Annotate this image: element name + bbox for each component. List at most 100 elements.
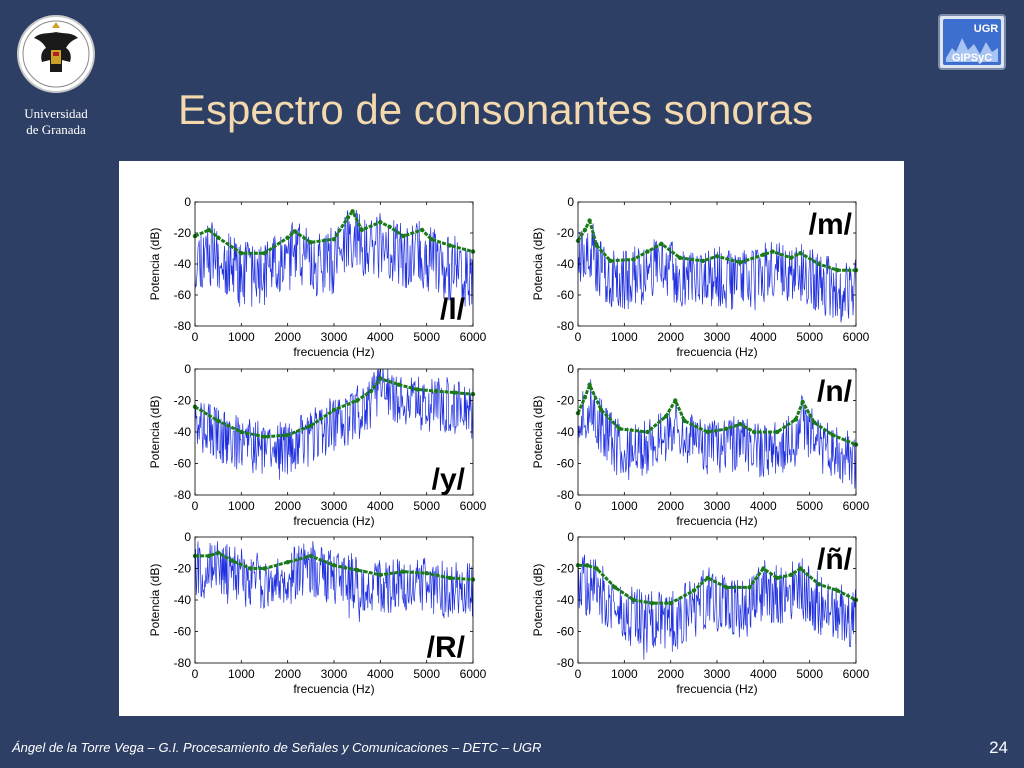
x-tick-label: 0 bbox=[575, 330, 582, 344]
y-tick-label: -40 bbox=[174, 257, 192, 271]
envelope-point bbox=[262, 250, 267, 256]
envelope-point bbox=[419, 227, 425, 233]
y-tick-label: -80 bbox=[557, 656, 575, 670]
envelope-point bbox=[663, 414, 669, 419]
university-line-1: Universidad bbox=[24, 106, 88, 121]
x-axis-label: frecuencia (Hz) bbox=[676, 345, 757, 359]
envelope-point bbox=[396, 382, 402, 387]
envelope-point bbox=[830, 432, 836, 438]
envelope-point bbox=[585, 563, 590, 568]
x-tick-label: 6000 bbox=[843, 499, 870, 513]
envelope-point bbox=[206, 227, 212, 233]
spectrum-panel-3: 0 1000 2000 3000 4000 5000 6000 0 -20 -40 -60 -80 fr… bbox=[148, 362, 487, 528]
university-line-2: de Granada bbox=[26, 122, 86, 137]
x-axis-label: frecuencia (Hz) bbox=[293, 514, 374, 528]
gipsyc-logo-bottom-text: GIPSyC bbox=[952, 52, 992, 64]
x-tick-label: 6000 bbox=[460, 330, 487, 344]
envelope-point bbox=[682, 418, 687, 424]
envelope-point bbox=[714, 254, 720, 259]
envelope-point bbox=[835, 588, 840, 593]
y-tick-label: -20 bbox=[557, 562, 575, 576]
x-tick-label: 1000 bbox=[228, 330, 255, 344]
envelope-point bbox=[248, 566, 253, 571]
envelope-point bbox=[700, 258, 706, 264]
y-tick-label: -80 bbox=[557, 319, 575, 333]
footer-credits: Ángel de la Torre Vega – G.I. Procesamie… bbox=[12, 740, 542, 755]
envelope-trace bbox=[578, 563, 856, 605]
envelope-point bbox=[452, 390, 457, 395]
envelope-point bbox=[401, 569, 406, 574]
y-tick-label: -60 bbox=[557, 625, 575, 639]
envelope-point bbox=[215, 550, 221, 555]
slide-title: Espectro de consonantes sonoras bbox=[178, 86, 814, 133]
envelope-point bbox=[378, 376, 383, 381]
y-tick-label: -60 bbox=[174, 288, 192, 302]
x-tick-label: 4000 bbox=[367, 667, 394, 681]
envelope-point bbox=[788, 255, 794, 260]
y-axis-label: Potencia (dB) bbox=[531, 564, 545, 637]
envelope-point bbox=[378, 572, 383, 577]
envelope-point bbox=[691, 588, 697, 593]
x-tick-label: 1000 bbox=[611, 499, 638, 513]
x-tick-label: 2000 bbox=[657, 330, 684, 344]
x-tick-label: 4000 bbox=[750, 499, 777, 513]
spectrum-trace bbox=[195, 541, 473, 622]
envelope-point bbox=[631, 257, 636, 262]
spectrum-trace bbox=[195, 209, 473, 307]
envelope-point bbox=[415, 387, 420, 392]
envelope-point bbox=[447, 243, 453, 248]
envelope-point bbox=[447, 575, 453, 581]
envelope-point bbox=[308, 240, 314, 245]
envelope-point bbox=[285, 432, 290, 438]
envelope-point bbox=[308, 423, 314, 428]
x-tick-label: 4000 bbox=[367, 499, 394, 513]
envelope-point bbox=[262, 566, 267, 571]
envelope-point bbox=[612, 585, 618, 590]
x-tick-label: 3000 bbox=[704, 330, 731, 344]
envelope-point bbox=[761, 252, 766, 257]
envelope-point bbox=[737, 421, 743, 427]
envelope-point bbox=[354, 567, 360, 573]
x-axis-label: frecuencia (Hz) bbox=[676, 514, 757, 528]
y-tick-label: -40 bbox=[174, 593, 192, 607]
envelope-point bbox=[705, 429, 710, 435]
envelope-point bbox=[308, 553, 314, 559]
x-tick-label: 0 bbox=[575, 499, 582, 513]
spectrum-panel-4: 0 1000 2000 3000 4000 5000 6000 0 -20 -40 -60 -80 fr… bbox=[531, 362, 870, 528]
spectra-figure: 0 1000 2000 3000 4000 5000 6000 0 -20 -40 -60 -80 fr… bbox=[119, 161, 904, 716]
envelope-point bbox=[798, 250, 803, 256]
envelope-point bbox=[292, 229, 297, 234]
x-tick-label: 0 bbox=[192, 330, 199, 344]
consonant-label: /R/ bbox=[427, 631, 466, 664]
envelope-point bbox=[215, 418, 221, 424]
x-tick-label: 3000 bbox=[321, 499, 348, 513]
envelope-point bbox=[724, 585, 729, 590]
consonant-label: /m/ bbox=[809, 208, 853, 241]
envelope-point bbox=[798, 566, 803, 571]
x-tick-label: 1000 bbox=[228, 667, 255, 681]
envelope-point bbox=[770, 249, 775, 254]
y-tick-label: -40 bbox=[557, 425, 575, 439]
gipsyc-logo-top-text: UGR bbox=[974, 23, 999, 35]
y-tick-label: -80 bbox=[174, 319, 192, 333]
envelope-point bbox=[331, 237, 337, 242]
envelope-point bbox=[433, 388, 439, 394]
x-tick-label: 5000 bbox=[413, 667, 440, 681]
envelope-point bbox=[594, 566, 599, 571]
envelope-point bbox=[229, 558, 235, 563]
envelope-point bbox=[835, 268, 840, 273]
y-tick-label: 0 bbox=[567, 530, 574, 544]
x-tick-label: 5000 bbox=[413, 330, 440, 344]
x-axis-label: frecuencia (Hz) bbox=[676, 682, 757, 696]
envelope-point bbox=[645, 249, 650, 254]
y-tick-label: -80 bbox=[174, 656, 192, 670]
consonant-label: /y/ bbox=[432, 463, 466, 496]
x-tick-label: 2000 bbox=[274, 330, 301, 344]
envelope-point bbox=[705, 575, 710, 581]
envelope-point bbox=[751, 429, 757, 435]
y-tick-label: 0 bbox=[567, 195, 574, 209]
x-tick-label: 6000 bbox=[843, 330, 870, 344]
envelope-point bbox=[582, 227, 588, 233]
y-tick-label: -20 bbox=[174, 394, 192, 408]
x-tick-label: 6000 bbox=[843, 667, 870, 681]
